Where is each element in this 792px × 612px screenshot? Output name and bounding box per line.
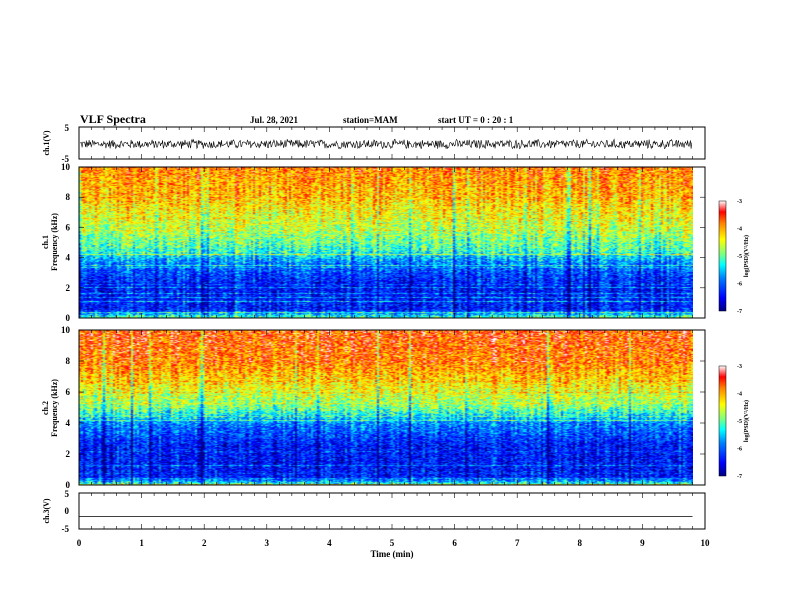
ch1-spectrogram-yticks: 0 2 4 6 8 10	[61, 162, 705, 323]
date-label: Jul. 28, 2021	[250, 115, 299, 125]
ch3-ytick-bottom: -5	[62, 524, 70, 534]
colorbar-tick-label: -3	[737, 364, 742, 370]
time-axis-ticks	[78, 127, 706, 529]
frequency-tick-label: 0	[66, 313, 71, 323]
time-tick-label: 0	[77, 538, 82, 548]
ch2-spectrogram-yticks: 0 2 4 6 8 10	[61, 325, 705, 490]
frequency-tick-label: 6	[66, 222, 71, 232]
frequency-tick-label: 2	[66, 449, 71, 459]
frequency-tick-label: 10	[61, 162, 71, 172]
ch2-spectrogram-ylabel: Frequency (kHz)	[50, 379, 59, 437]
time-tick-label: 7	[515, 538, 520, 548]
ch3-ytick-middle: 0	[65, 506, 70, 516]
colorbar-tick-label: -5	[737, 419, 742, 425]
colorbar-tick-label: -7	[737, 309, 742, 315]
time-tick-label: 3	[265, 538, 270, 548]
time-tick-label: 5	[390, 538, 395, 548]
ch2-spectrogram-ylabel-channel: ch.2	[41, 401, 50, 415]
frequency-tick-label: 8	[66, 356, 71, 366]
frequency-tick-label: 6	[66, 387, 71, 397]
ch1-ytick-bottom: -5	[62, 154, 70, 164]
time-tick-label: 6	[452, 538, 457, 548]
time-axis-labels: 0 1 2 3 4 5 6 7 8 9 10	[77, 538, 710, 548]
ch1-ytick-top: 5	[65, 123, 70, 133]
colorbar-tick-label: -5	[737, 254, 742, 260]
colorbar-tick-label: -4	[737, 227, 742, 233]
ch1-waveform-line	[79, 138, 693, 150]
ch1-colorbar-label: log(PSD)(V²/Hz)	[743, 235, 750, 277]
start-time-label: start UT = 0 : 20 : 1	[438, 115, 514, 125]
colorbar-tick-label: -4	[737, 392, 742, 398]
frequency-tick-label: 2	[66, 283, 71, 293]
time-tick-label: 9	[640, 538, 645, 548]
ch2-spectrogram-image	[79, 330, 693, 485]
time-tick-label: 2	[202, 538, 207, 548]
time-tick-label: 1	[139, 538, 144, 548]
ch1-spectrogram-image	[79, 167, 693, 318]
frequency-tick-label: 4	[66, 418, 71, 428]
frequency-tick-label: 8	[66, 192, 71, 202]
ch3-ytick-top: 5	[65, 489, 70, 499]
colorbar-tick-label: -3	[737, 199, 742, 205]
ch2-colorbar-ticks: -3 -4 -5 -6 -7	[737, 364, 742, 480]
ch2-colorbar-label: log(PSD)(V²/Hz)	[743, 400, 750, 442]
time-tick-label: 8	[578, 538, 583, 548]
ch1-spectrogram-ylabel: Frequency (kHz)	[50, 213, 59, 271]
ch1-spectrogram-ylabel-channel: ch.1	[41, 235, 50, 249]
ch3-waveform-frame	[78, 492, 706, 530]
time-tick-label: 4	[327, 538, 332, 548]
frequency-tick-label: 10	[61, 325, 71, 335]
ch1-colorbar	[718, 200, 727, 312]
time-tick-label: 10	[701, 538, 711, 548]
ch1-waveform-ylabel: ch.1(V)	[42, 130, 51, 155]
station-label: station=MAM	[343, 115, 398, 125]
figure-title: VLF Spectra	[80, 112, 146, 126]
colorbar-tick-label: -7	[737, 474, 742, 480]
colorbar-tick-label: -6	[737, 282, 742, 288]
ch2-colorbar	[718, 365, 727, 477]
ch3-waveform-ylabel: ch.3(V)	[42, 498, 51, 523]
frequency-tick-label: 4	[66, 253, 71, 263]
ch1-colorbar-ticks: -3 -4 -5 -6 -7	[737, 199, 742, 315]
time-axis-label: Time (min)	[370, 549, 413, 559]
colorbar-tick-label: -6	[737, 447, 742, 453]
frequency-tick-label: 0	[66, 480, 71, 490]
